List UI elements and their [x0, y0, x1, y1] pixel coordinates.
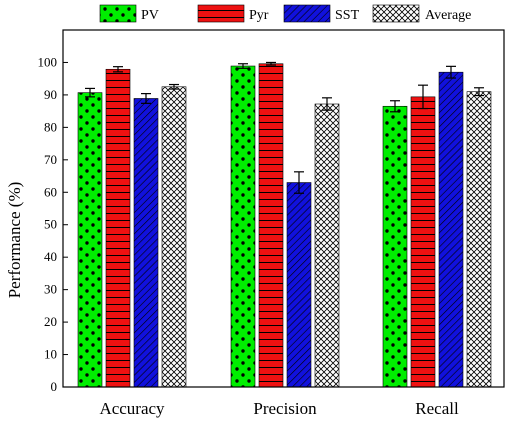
y-tick-label: 60: [44, 184, 57, 199]
category-labels-layer: Accuracy Precision Recall: [99, 399, 459, 418]
legend-label-sst: SST: [335, 8, 360, 23]
legend-swatch-sst: [283, 4, 331, 23]
y-tick-label: 80: [44, 119, 57, 134]
bar-pyr-accuracy: [105, 68, 131, 388]
y-tick-label: 30: [44, 282, 57, 297]
error-bars-layer: [85, 61, 484, 194]
legend-label-pv: PV: [141, 8, 159, 23]
category-label: Precision: [253, 399, 317, 418]
plot-frame: [62, 29, 505, 388]
bar-sst-precision: [286, 182, 312, 388]
legend-swatch-pyr: [197, 4, 245, 23]
y-tick-label: 100: [38, 54, 58, 69]
category-label: Recall: [415, 399, 459, 418]
y-tick-label: 40: [44, 249, 57, 264]
y-tick-label: 50: [44, 217, 57, 232]
bar-pv-recall: [382, 105, 408, 388]
legend-label-pyr: Pyr: [249, 8, 269, 23]
y-tick-label: 0: [51, 379, 58, 394]
y-ticks-layer: 0 10 20 30 40 50 60 70 80 90 100: [38, 54, 68, 394]
bar-sst-accuracy: [133, 98, 159, 388]
y-axis-title: Performance (%): [5, 182, 24, 299]
bar-pyr-recall: [410, 96, 436, 388]
legend-swatch-pv: [99, 4, 137, 23]
bars-layer: [77, 63, 492, 388]
category-label: Accuracy: [99, 399, 165, 418]
y-tick-label: 20: [44, 314, 57, 329]
legend-swatch-average: [372, 4, 420, 23]
y-tick-label: 70: [44, 152, 57, 167]
legend: PV Pyr SST Average: [99, 4, 471, 23]
bar-average-precision: [314, 103, 340, 388]
bar-pyr-precision: [258, 63, 284, 388]
bar-average-recall: [466, 91, 492, 388]
y-tick-label: 90: [44, 87, 57, 102]
bar-average-accuracy: [161, 86, 187, 388]
y-tick-label: 10: [44, 347, 57, 362]
bar-sst-recall: [438, 71, 464, 388]
bar-pv-precision: [230, 65, 256, 388]
legend-label-average: Average: [425, 8, 471, 23]
bar-pv-accuracy: [77, 92, 103, 388]
